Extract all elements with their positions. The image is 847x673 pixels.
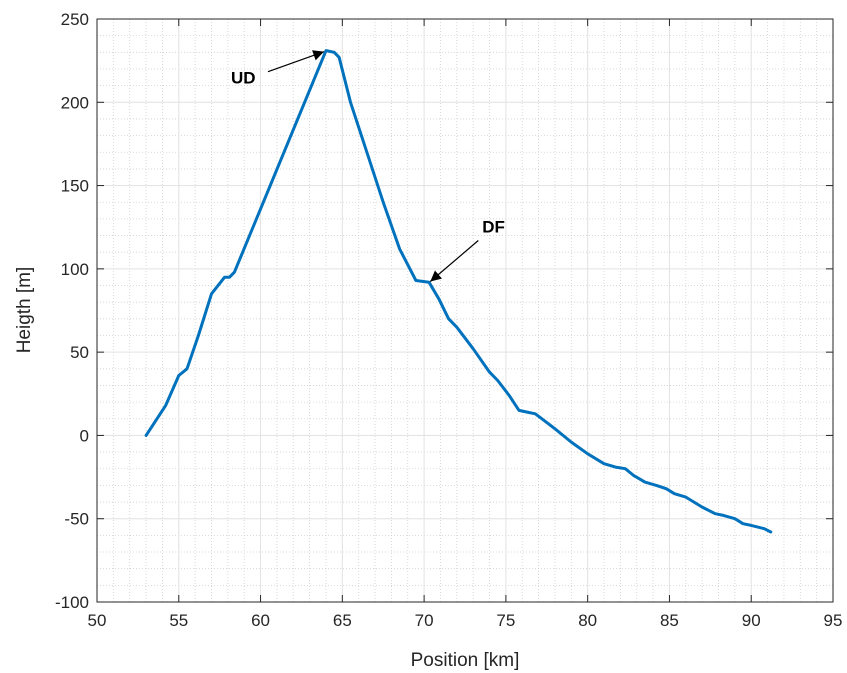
x-tick-label: 60 <box>251 611 270 630</box>
y-tick-label: -50 <box>64 510 89 529</box>
plot-frame <box>96 18 834 603</box>
annotation-layer: UD DF <box>231 50 505 282</box>
series-line <box>144 49 773 534</box>
x-tick-labels: 50 55 60 65 70 75 80 85 90 95 <box>88 611 843 630</box>
y-tick-label: 100 <box>61 260 89 279</box>
x-tick-label: 90 <box>742 611 761 630</box>
x-tick-label: 75 <box>496 611 515 630</box>
y-tick-label: 0 <box>80 426 89 445</box>
x-tick-label: 65 <box>333 611 352 630</box>
x-tick-label: 80 <box>578 611 597 630</box>
x-tick-label: 95 <box>824 611 843 630</box>
annotation-label: UD <box>231 69 256 88</box>
y-axis-title: Heigth [m] <box>14 267 35 354</box>
annotation-arrow <box>267 50 325 73</box>
annotation-label: DF <box>482 218 505 237</box>
series-layer <box>144 49 773 534</box>
y-tick-label: 150 <box>61 177 89 196</box>
y-tick-labels: -100 -50 0 50 100 150 200 250 <box>55 10 89 612</box>
x-tick-label: 70 <box>415 611 434 630</box>
y-tick-label: -100 <box>55 593 89 612</box>
x-tick-label: 50 <box>88 611 107 630</box>
x-axis-title: Position [km] <box>411 650 520 671</box>
y-tick-label: 250 <box>61 10 89 29</box>
x-tick-label: 55 <box>169 611 188 630</box>
plot-background <box>97 19 833 602</box>
y-tick-label: 200 <box>61 93 89 112</box>
annotation-arrow <box>429 240 479 282</box>
y-tick-label: 50 <box>70 343 89 362</box>
x-tick-label: 85 <box>660 611 679 630</box>
ticks-layer <box>96 18 834 603</box>
